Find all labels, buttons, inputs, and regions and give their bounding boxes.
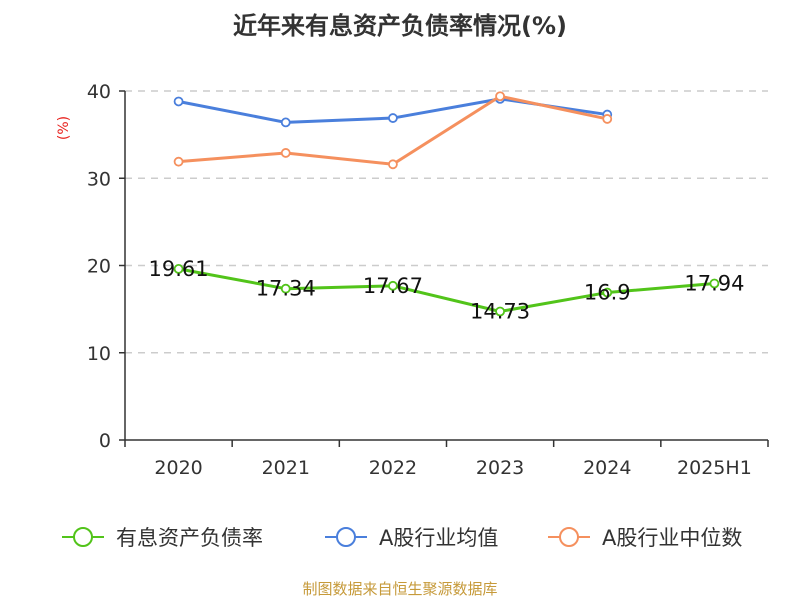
x-tick-label-5: 2025H1 [677, 457, 752, 479]
series-line-2 [178, 94, 608, 166]
y-tick-label-3: 30 [87, 168, 111, 190]
legend-label-1: A股行业均值 [379, 526, 498, 550]
data-point-0-5 [709, 278, 720, 289]
data-point-0-1 [280, 283, 291, 294]
data-point-0-0 [173, 264, 184, 274]
legend-marker-2 [559, 527, 579, 547]
x-tick-label-3: 2023 [476, 457, 524, 479]
data-label-3: 14.73 [470, 299, 530, 323]
data-point-2-3 [495, 91, 505, 102]
data-point-2-1 [280, 148, 291, 158]
data-label-0: 19.61 [149, 257, 209, 281]
legend-marker-0 [73, 527, 93, 547]
legend-label-0: 有息资产负债率 [116, 526, 263, 550]
data-point-2-2 [388, 159, 398, 170]
y-tick-label-2: 20 [87, 256, 111, 278]
legend-label-2: A股行业中位数 [602, 526, 742, 550]
data-label-2: 17.67 [363, 274, 423, 298]
axes: 0 10 20 30 40 2020 2021 2022 2023 2024 2025H1 [87, 81, 769, 479]
data-point-1-2 [388, 113, 398, 123]
data-label-5: 17.94 [684, 271, 744, 295]
data-point-1-1 [280, 117, 291, 128]
source-note: 制图数据来自恒生聚源数据库 [302, 580, 497, 598]
x-tick-label-0: 2020 [154, 457, 202, 479]
data-point-0-4 [602, 287, 613, 298]
x-tick-label-1: 2021 [262, 457, 310, 479]
data-point-0-2 [388, 280, 398, 291]
data-point-1-0 [173, 96, 184, 107]
data-point-0-3 [495, 306, 505, 317]
data-point-2-0 [173, 156, 184, 167]
data-label-1: 17.34 [256, 277, 316, 301]
y-tick-label-4: 40 [87, 81, 111, 103]
data-point-2-4 [602, 114, 613, 124]
x-tick-label-4: 2024 [583, 457, 631, 479]
y-tick-label-1: 10 [87, 343, 111, 365]
series-lines [173, 91, 720, 317]
y-tick-label-0: 0 [99, 430, 111, 452]
data-label-4: 16.9 [584, 281, 631, 305]
series-line-0 [178, 267, 715, 313]
legend: 有息资产负债率 A股行业均值 A股行业中位数 [62, 526, 742, 550]
x-tick-label-2: 2022 [369, 457, 417, 479]
data-labels: 19.61 17.34 17.67 14.73 16.9 17.94 [149, 257, 745, 324]
chart-title: 近年来有息资产负债率情况(%) [233, 12, 567, 40]
legend-marker-1 [336, 527, 356, 547]
grid-lines [125, 90, 768, 354]
y-axis-unit: (%) [56, 116, 72, 140]
